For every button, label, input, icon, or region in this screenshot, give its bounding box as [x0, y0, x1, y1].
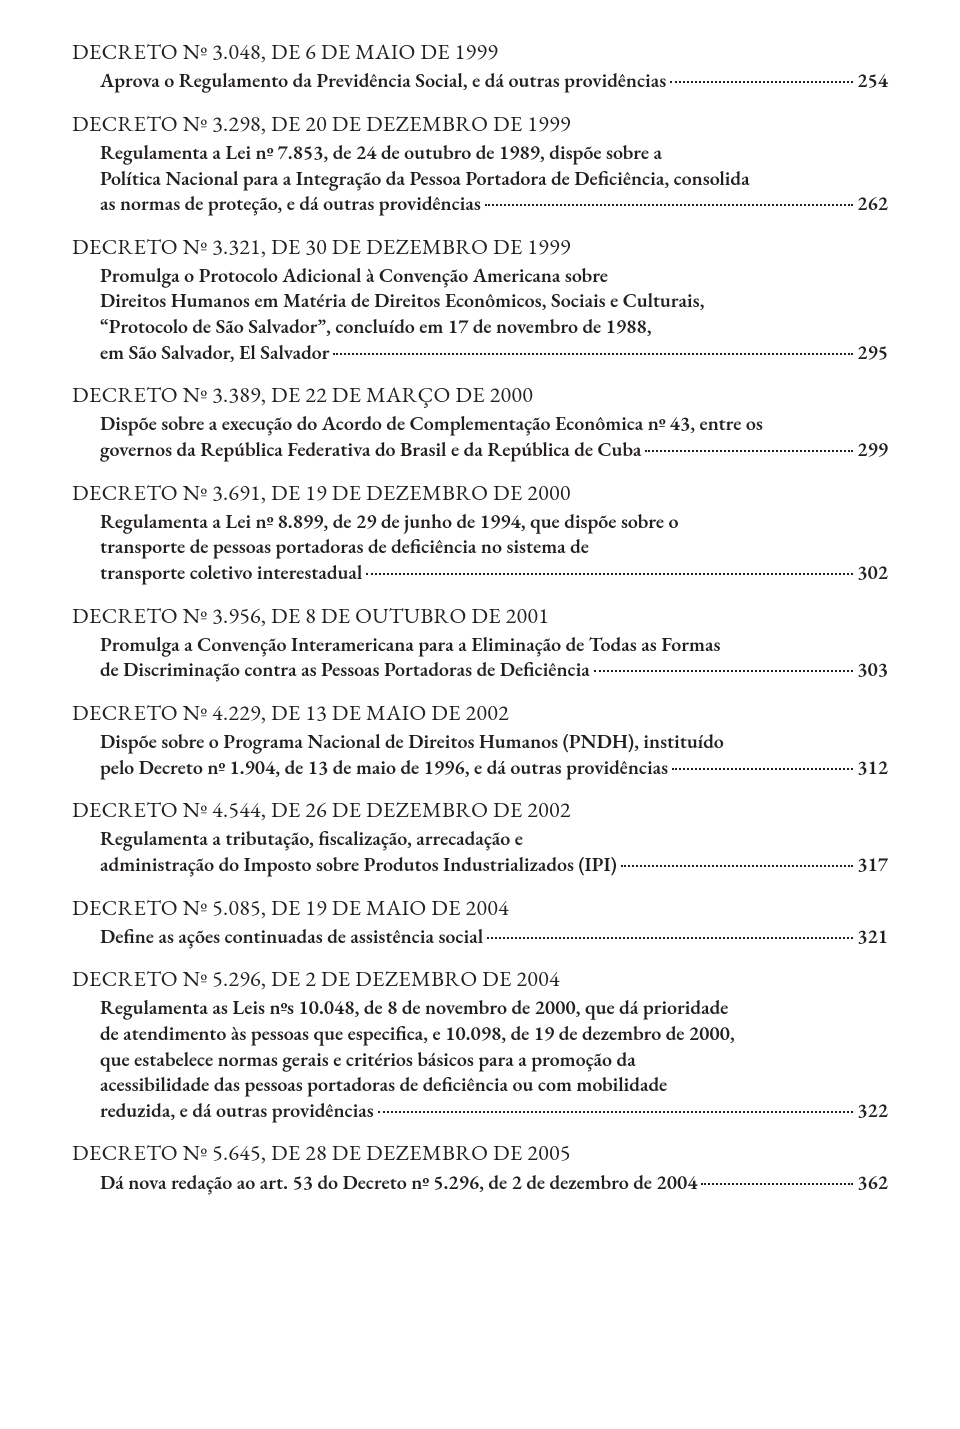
- entry-line: Regulamenta a Lei nº 7.853, de 24 de out…: [72, 140, 888, 166]
- entry-title: DECRETO Nº 3.956, DE 8 DE OUTUBRO DE 200…: [72, 602, 888, 630]
- entry-page-number: 262: [857, 191, 888, 217]
- entry-line-text: Aprova o Regulamento da Previdência Soci…: [100, 68, 666, 94]
- entry-line: de atendimento às pessoas que especifica…: [72, 1021, 888, 1047]
- entry-line-text: governos da República Federativa do Bras…: [100, 437, 641, 463]
- entry-line-text: administração do Imposto sobre Produtos …: [100, 852, 617, 878]
- entry-line: pelo Decreto nº 1.904, de 13 de maio de …: [72, 755, 888, 781]
- entry-line: Promulga a Convenção Interamericana para…: [72, 632, 888, 658]
- entry-title: DECRETO Nº 3.048, DE 6 DE MAIO DE 1999: [72, 38, 888, 66]
- entry-line-text: pelo Decreto nº 1.904, de 13 de maio de …: [100, 755, 668, 781]
- entry-line: governos da República Federativa do Bras…: [72, 437, 888, 463]
- toc-entry: DECRETO Nº 3.321, DE 30 DE DEZEMBRO DE 1…: [72, 233, 888, 366]
- entry-line: “Protocolo de São Salvador”, concluído e…: [72, 314, 888, 340]
- dot-leader: [333, 353, 853, 355]
- entry-title: DECRETO Nº 3.691, DE 19 DE DEZEMBRO DE 2…: [72, 479, 888, 507]
- entry-page-number: 295: [857, 340, 888, 366]
- entry-line: transporte coletivo interestadual 302: [72, 560, 888, 586]
- toc-entry: DECRETO Nº 5.645, DE 28 DE DEZEMBRO DE 2…: [72, 1139, 888, 1195]
- dot-leader: [621, 865, 853, 867]
- entry-line: Direitos Humanos em Matéria de Direitos …: [72, 288, 888, 314]
- entry-line: Dispõe sobre a execução do Acordo de Com…: [72, 411, 888, 437]
- dot-leader: [366, 573, 853, 575]
- entry-line-text: Define as ações continuadas de assistênc…: [100, 924, 483, 950]
- page-container: DECRETO Nº 3.048, DE 6 DE MAIO DE 1999Ap…: [0, 0, 960, 1251]
- entry-line: Regulamenta a tributação, fiscalização, …: [72, 826, 888, 852]
- toc-entry: DECRETO Nº 3.298, DE 20 DE DEZEMBRO DE 1…: [72, 110, 888, 217]
- entry-line: de Discriminação contra as Pessoas Porta…: [72, 657, 888, 683]
- dot-leader: [487, 937, 853, 939]
- entry-line: Regulamenta a Lei nº 8.899, de 29 de jun…: [72, 509, 888, 535]
- entry-page-number: 362: [857, 1170, 888, 1196]
- entry-page-number: 322: [857, 1098, 888, 1124]
- entry-title: DECRETO Nº 4.229, DE 13 DE MAIO DE 2002: [72, 699, 888, 727]
- toc-entry: DECRETO Nº 3.048, DE 6 DE MAIO DE 1999Ap…: [72, 38, 888, 94]
- entry-line-text: reduzida, e dá outras providências: [100, 1098, 374, 1124]
- entry-line: reduzida, e dá outras providências 322: [72, 1098, 888, 1124]
- entry-page-number: 317: [857, 852, 888, 878]
- entry-line: Promulga o Protocolo Adicional à Convenç…: [72, 263, 888, 289]
- entry-line: em São Salvador, El Salvador 295: [72, 340, 888, 366]
- entry-line: que estabelece normas gerais e critérios…: [72, 1047, 888, 1073]
- entry-line-text: de Discriminação contra as Pessoas Porta…: [100, 657, 590, 683]
- entry-line: Define as ações continuadas de assistênc…: [72, 924, 888, 950]
- entry-title: DECRETO Nº 3.321, DE 30 DE DEZEMBRO DE 1…: [72, 233, 888, 261]
- dot-leader: [670, 81, 853, 83]
- entry-line-text: Dá nova redação ao art. 53 do Decreto nº…: [100, 1170, 697, 1196]
- entry-line: acessibilidade das pessoas portadoras de…: [72, 1072, 888, 1098]
- entry-page-number: 299: [857, 437, 888, 463]
- entry-line: Dispõe sobre o Programa Nacional de Dire…: [72, 729, 888, 755]
- toc-entry: DECRETO Nº 4.544, DE 26 DE DEZEMBRO DE 2…: [72, 796, 888, 877]
- dot-leader: [594, 670, 853, 672]
- dot-leader: [378, 1111, 853, 1113]
- dot-leader: [645, 450, 853, 452]
- entry-page-number: 321: [857, 924, 888, 950]
- toc-entry: DECRETO Nº 3.956, DE 8 DE OUTUBRO DE 200…: [72, 602, 888, 683]
- entry-page-number: 254: [857, 68, 888, 94]
- entry-title: DECRETO Nº 5.296, DE 2 DE DEZEMBRO DE 20…: [72, 965, 888, 993]
- dot-leader: [485, 204, 853, 206]
- entry-title: DECRETO Nº 5.645, DE 28 DE DEZEMBRO DE 2…: [72, 1139, 888, 1167]
- entry-line: Dá nova redação ao art. 53 do Decreto nº…: [72, 1170, 888, 1196]
- toc-entry: DECRETO Nº 3.691, DE 19 DE DEZEMBRO DE 2…: [72, 479, 888, 586]
- entry-line: Regulamenta as Leis nºs 10.048, de 8 de …: [72, 995, 888, 1021]
- entry-page-number: 302: [857, 560, 888, 586]
- entry-line: as normas de proteção, e dá outras provi…: [72, 191, 888, 217]
- entry-page-number: 312: [857, 755, 888, 781]
- toc-entry: DECRETO Nº 5.085, DE 19 DE MAIO DE 2004D…: [72, 894, 888, 950]
- entry-line-text: as normas de proteção, e dá outras provi…: [100, 191, 481, 217]
- entry-line: Política Nacional para a Integração da P…: [72, 166, 888, 192]
- entry-title: DECRETO Nº 5.085, DE 19 DE MAIO DE 2004: [72, 894, 888, 922]
- entry-line: administração do Imposto sobre Produtos …: [72, 852, 888, 878]
- entry-title: DECRETO Nº 3.389, DE 22 DE MARÇO DE 2000: [72, 381, 888, 409]
- entry-title: DECRETO Nº 3.298, DE 20 DE DEZEMBRO DE 1…: [72, 110, 888, 138]
- entry-page-number: 303: [857, 657, 888, 683]
- toc-entry: DECRETO Nº 3.389, DE 22 DE MARÇO DE 2000…: [72, 381, 888, 462]
- entry-line: Aprova o Regulamento da Previdência Soci…: [72, 68, 888, 94]
- entry-line: transporte de pessoas portadoras de defi…: [72, 534, 888, 560]
- dot-leader: [701, 1183, 853, 1185]
- dot-leader: [672, 768, 853, 770]
- toc-entry: DECRETO Nº 5.296, DE 2 DE DEZEMBRO DE 20…: [72, 965, 888, 1123]
- entry-line-text: em São Salvador, El Salvador: [100, 340, 329, 366]
- entry-line-text: transporte coletivo interestadual: [100, 560, 362, 586]
- toc-entry: DECRETO Nº 4.229, DE 13 DE MAIO DE 2002D…: [72, 699, 888, 780]
- entry-title: DECRETO Nº 4.544, DE 26 DE DEZEMBRO DE 2…: [72, 796, 888, 824]
